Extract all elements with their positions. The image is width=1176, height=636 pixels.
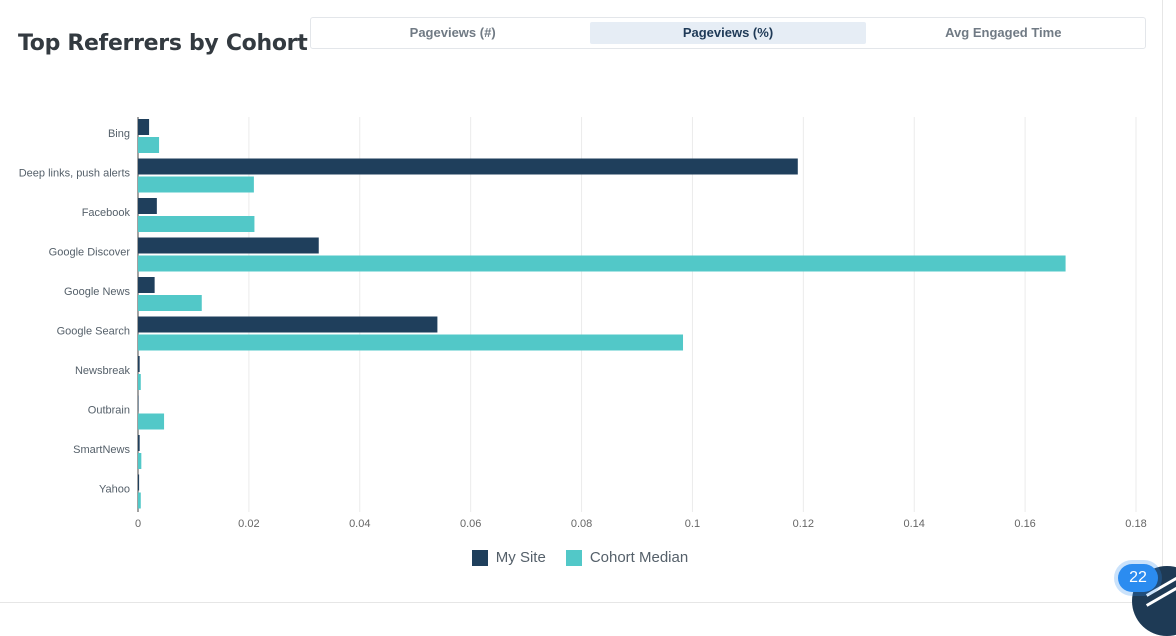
bar-my-site [138, 277, 155, 293]
x-tick-label: 0.16 [1014, 518, 1035, 530]
legend-label-my-site: My Site [495, 549, 546, 566]
legend-swatch-cohort-median [565, 549, 582, 566]
notification-badge[interactable]: 22 [1118, 564, 1158, 592]
bar-my-site [138, 435, 140, 451]
category-label: Deep links, push alerts [19, 168, 131, 180]
bar-my-site [138, 198, 157, 214]
bar-cohort-median [138, 137, 160, 153]
bar-my-site [138, 158, 798, 175]
category-label: Newsbreak [75, 365, 131, 377]
bar-cohort-median [138, 216, 255, 232]
x-tick-label: 0.1 [685, 518, 700, 530]
x-tick-label: 0.14 [904, 518, 925, 530]
x-tick-label: 0 [135, 518, 141, 530]
bar-cohort-median [138, 334, 684, 351]
bar-cohort-median [138, 255, 1066, 272]
category-label: Yahoo [99, 484, 130, 496]
legend: My Site Cohort Median [0, 549, 1160, 566]
category-label: SmartNews [73, 444, 130, 456]
bar-my-site [138, 395, 139, 412]
category-label: Google News [64, 286, 131, 298]
x-tick-label: 0.06 [460, 518, 481, 530]
category-label: Google Discover [49, 247, 131, 259]
x-tick-label: 0.18 [1125, 518, 1146, 530]
category-label: Bing [108, 128, 130, 140]
legend-item-my-site[interactable]: My Site [471, 549, 546, 566]
metric-tabs: Pageviews (#) Pageviews (%) Avg Engaged … [310, 17, 1146, 49]
bar-cohort-median [138, 295, 202, 311]
bar-cohort-median [138, 374, 141, 390]
x-tick-label: 0.08 [571, 518, 592, 530]
legend-item-cohort-median[interactable]: Cohort Median [565, 549, 689, 566]
tab-pageviews-count[interactable]: Pageviews (#) [409, 25, 496, 40]
x-tick-label: 0.04 [349, 518, 370, 530]
bar-my-site [138, 119, 150, 135]
tab-pageviews-percent[interactable]: Pageviews (%) [590, 22, 866, 44]
legend-label-cohort-median: Cohort Median [589, 549, 689, 566]
bar-my-site [138, 316, 438, 333]
bar-my-site [138, 356, 140, 372]
bar-my-site [138, 237, 319, 254]
x-tick-label: 0.02 [238, 518, 259, 530]
bar-my-site [138, 474, 140, 491]
legend-swatch-my-site [471, 549, 488, 566]
bar-cohort-median [138, 453, 142, 469]
bar-chart: 0 0.02 0.04 0.06 0.08 0.1 0.12 0.14 0.16 0.18 Bing… [19, 117, 1147, 530]
bar-cohort-median [138, 492, 141, 509]
tab-avg-engaged-time[interactable]: Avg Engaged Time [945, 25, 1062, 40]
bar-cohort-median [138, 413, 165, 430]
chart-card [0, 0, 1163, 603]
bar-cohort-median [138, 176, 254, 193]
category-label: Google Search [57, 326, 130, 338]
category-label: Facebook [82, 207, 131, 219]
chart-title: Top Referrers by Cohort [18, 31, 308, 56]
category-label: Outbrain [88, 405, 130, 417]
x-tick-label: 0.12 [793, 518, 814, 530]
